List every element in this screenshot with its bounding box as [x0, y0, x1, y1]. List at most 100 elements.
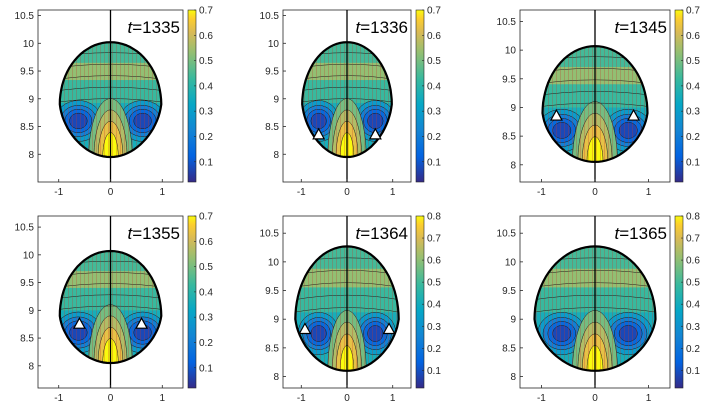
y-tick-label: 8 [273, 150, 279, 161]
y-tick-label: 10.5 [497, 17, 517, 28]
y-tick-label: 8.5 [502, 343, 516, 354]
title-value: =1365 [619, 224, 667, 243]
colorbar-tick-label: 0.3 [199, 107, 213, 118]
panel-1: -1 0 1 8 8.5 9 9.5 10 10.5 t=1335 0.1 0.2 0.3 0.4 0.5 0… [15, 6, 214, 199]
colorbar-tick-label: 0.3 [427, 322, 441, 333]
y-tick-label: 10.5 [15, 223, 35, 234]
y-tick-label: 8 [510, 372, 516, 383]
title-variable: t [615, 18, 621, 37]
colorbar-tick-label: 0.5 [427, 56, 441, 67]
y-tick-label: 8.5 [265, 343, 279, 354]
colorbar-tick-label: 0.5 [199, 262, 213, 273]
x-tick-label: 0 [344, 393, 350, 404]
y-tick-label: 8 [510, 160, 516, 171]
droplet-outline [301, 41, 393, 159]
x-tick-label: 1 [390, 393, 396, 404]
title-value: =1335 [132, 18, 180, 37]
colorbar-tick-label: 0.1 [686, 157, 700, 168]
y-tick-label: 9 [28, 306, 34, 317]
y-tick-label: 8.5 [20, 122, 34, 133]
y-tick-label: 8 [28, 150, 34, 161]
y-tick-label: 9.5 [20, 67, 34, 78]
colorbar [674, 9, 684, 183]
y-tick-label: 9 [510, 103, 516, 114]
y-tick-label: 9 [28, 94, 34, 105]
colorbar-tick-label: 0.6 [199, 237, 213, 248]
x-tick-label: 0 [108, 393, 114, 404]
colorbar [187, 9, 197, 183]
colorbar-tick-label: 0.6 [199, 31, 213, 42]
colorbar [674, 215, 684, 389]
y-tick-label: 9 [510, 315, 516, 326]
y-tick-label: 10 [268, 257, 280, 268]
title-variable: t [128, 18, 134, 37]
y-tick-label: 9.5 [265, 67, 279, 78]
colorbar-tick-label: 0.7 [199, 6, 213, 17]
colorbar-tick-label: 0.2 [199, 338, 213, 349]
colorbar-tick-label: 0.7 [427, 234, 441, 245]
triangle-marker [368, 127, 382, 140]
droplet-outline [58, 249, 163, 365]
title-variable: t [615, 224, 621, 243]
panel-title: t=1355 [128, 224, 180, 243]
colorbar-tick-label: 0.5 [686, 56, 700, 67]
colorbar-tick-label: 0.7 [686, 234, 700, 245]
y-tick-label: 8 [273, 372, 279, 383]
colorbar-tick-label: 0.3 [686, 322, 700, 333]
y-tick-label: 10.5 [260, 11, 280, 22]
y-tick-label: 10 [23, 250, 35, 261]
title-value: =1355 [132, 224, 180, 243]
title-variable: t [128, 224, 134, 243]
colorbar-tick-label: 0.2 [686, 344, 700, 355]
x-tick-label: 1 [646, 187, 652, 198]
y-tick-label: 9.5 [265, 286, 279, 297]
colorbar [415, 215, 425, 389]
triangle-marker [72, 316, 86, 329]
colorbar [415, 9, 425, 183]
colorbar-tick-label: 0.8 [686, 212, 700, 223]
x-tick-label: -1 [537, 393, 546, 404]
colorbar [187, 215, 197, 389]
droplet-outline [533, 245, 657, 372]
colorbar-tick-label: 0.4 [427, 81, 441, 92]
x-tick-label: 0 [592, 393, 598, 404]
y-tick-label: 9 [273, 315, 279, 326]
y-tick-label: 8.5 [502, 132, 516, 143]
title-variable: t [356, 18, 362, 37]
colorbar-tick-label: 0.1 [427, 366, 441, 377]
panel-5: -1 0 1 8 8.5 9 9.5 10 10.5 t=1364 0.1 0.2 0.3 0.4 0.5 0… [260, 212, 442, 405]
colorbar-tick-label: 0.5 [427, 278, 441, 289]
title-value: =1364 [360, 224, 408, 243]
colorbar-tick-label: 0.5 [199, 56, 213, 67]
colorbar-tick-label: 0.1 [427, 157, 441, 168]
panel-title: t=1335 [128, 18, 180, 37]
colorbar-tick-label: 0.6 [686, 31, 700, 42]
x-tick-label: -1 [537, 187, 546, 198]
colorbar-tick-label: 0.7 [686, 6, 700, 17]
title-value: =1336 [360, 18, 408, 37]
panel-title: t=1365 [615, 224, 667, 243]
x-tick-label: 0 [344, 187, 350, 198]
y-tick-label: 9.5 [502, 74, 516, 85]
colorbar-tick-label: 0.3 [686, 107, 700, 118]
colorbar-tick-label: 0.2 [427, 344, 441, 355]
droplet-outline [58, 41, 163, 159]
y-tick-label: 8 [28, 361, 34, 372]
droplet-outline [294, 245, 400, 372]
panel-title: t=1336 [356, 18, 408, 37]
triangle-marker [312, 127, 326, 140]
colorbar-tick-label: 0.6 [427, 256, 441, 267]
colorbar-tick-label: 0.2 [199, 132, 213, 143]
y-tick-label: 8.5 [265, 122, 279, 133]
triangle-marker [298, 322, 312, 335]
colorbar-tick-label: 0.4 [427, 300, 441, 311]
panel-title: t=1364 [356, 224, 408, 243]
y-tick-label: 10 [268, 39, 280, 50]
panel-title: t=1345 [615, 18, 667, 37]
panel-6: -1 0 1 8 8.5 9 9.5 10 10.5 t=1365 0.1 0.2 0.3 0.4 0.5 0… [497, 212, 701, 405]
colorbar-tick-label: 0.2 [686, 132, 700, 143]
x-tick-label: 1 [160, 187, 166, 198]
triangle-marker [382, 322, 396, 335]
colorbar-tick-label: 0.4 [686, 81, 700, 92]
colorbar-tick-label: 0.8 [427, 212, 441, 223]
